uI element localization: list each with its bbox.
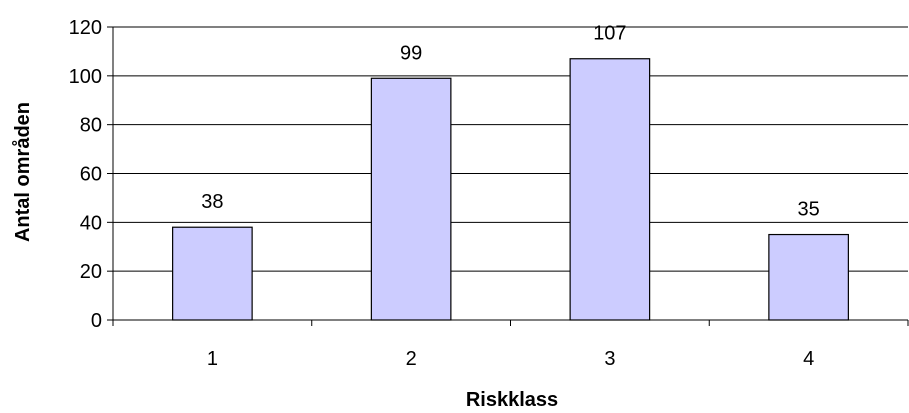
y-tick-label: 120 [69,17,102,39]
x-axis-title: Riskklass [466,389,558,411]
bar [768,233,849,321]
data-label: 107 [593,23,626,45]
y-axis-title: Antal områden [11,102,34,242]
bars [172,58,849,321]
y-tick-label: 40 [80,212,102,234]
y-tick-label: 60 [80,164,102,186]
x-tick-label: 4 [803,348,814,370]
bar [370,77,452,321]
labels: 0 20 40 60 80 100 120 38 1 99 2 107 3 35 4 [69,17,820,370]
y-tick-label: 0 [91,310,102,332]
x-tick-label: 2 [406,348,417,370]
axes [107,26,909,326]
x-tick-label: 3 [604,348,615,370]
data-label: 35 [798,199,820,221]
bar [172,226,253,321]
x-tick-label: 1 [207,348,218,370]
bar [569,58,651,321]
y-tick-label: 20 [80,261,102,283]
data-label: 99 [400,42,422,64]
y-tick-label: 100 [69,66,102,88]
data-label: 38 [201,191,223,213]
y-tick-label: 80 [80,115,102,137]
